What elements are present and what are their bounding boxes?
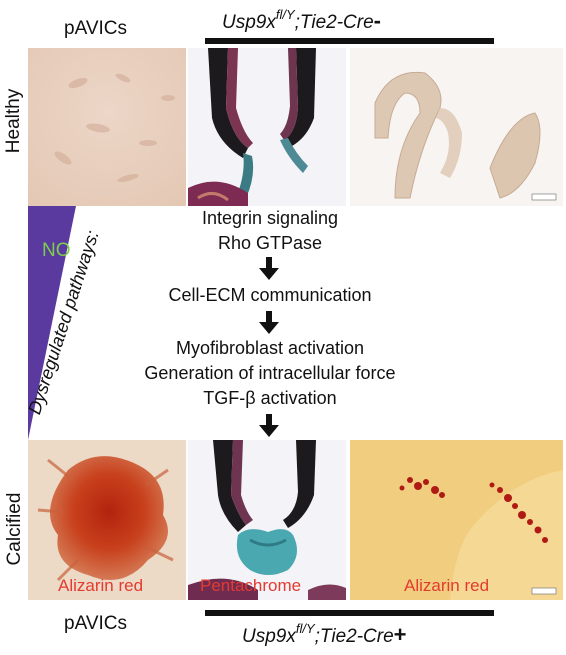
bottom-genotype-sign: + — [393, 622, 407, 647]
top-genotype-sup: fl/Y — [275, 6, 295, 22]
caption-alizarin-left: Alizarin red — [58, 576, 144, 595]
healthy-pavics-image — [28, 48, 186, 206]
bottom-genotype-base: Usp9x — [242, 626, 296, 647]
calcified-pavics-image — [28, 440, 186, 600]
bottom-genotype-sup: fl/Y — [295, 620, 315, 636]
pathway-step-1-line-1: Integrin signaling — [201, 208, 339, 228]
pathway-step-3-line-2: Generation of intracellular force — [144, 363, 396, 383]
dysregulated-wedge — [28, 206, 88, 440]
arrow-down-icon — [259, 257, 279, 280]
top-genotype-base: Usp9x — [222, 12, 276, 33]
healthy-pentachrome-image — [188, 48, 346, 206]
arrow-down-icon — [259, 311, 279, 334]
pathway-step-1: Integrin signaling Rho GTPase — [120, 206, 420, 256]
top-pavics-label: pAVICs — [64, 18, 128, 39]
arrow-down-icon — [259, 414, 279, 437]
pathway-step-1-line-2: Rho GTPase — [217, 233, 323, 253]
pathway-step-3: Myofibroblast activation Generation of i… — [110, 336, 430, 411]
top-genotype-bar — [205, 38, 494, 44]
no-label: NO — [42, 240, 71, 261]
healthy-alizarin-image — [350, 48, 563, 206]
row-label-healthy: Healthy — [3, 88, 24, 154]
pathway-step-2-line-1: Cell-ECM communication — [168, 285, 372, 305]
bottom-genotype-label: Usp9xfl/Y;Tie2-Cre+ — [242, 620, 407, 648]
row-label-calcified: Calcified — [4, 492, 25, 566]
top-genotype-sign: - — [373, 8, 381, 33]
top-genotype-label: Usp9xfl/Y;Tie2-Cre- — [222, 6, 381, 34]
pathway-step-3-line-1: Myofibroblast activation — [175, 338, 365, 358]
pathway-step-3-line-3: TGF-β activation — [203, 388, 337, 408]
caption-alizarin-right: Alizarin red — [404, 576, 490, 595]
bottom-genotype-bar — [205, 610, 494, 616]
top-genotype-rest: ;Tie2-Cre — [294, 12, 374, 33]
bottom-pavics-label: pAVICs — [64, 613, 128, 634]
caption-pentachrome: Pentachrome — [200, 576, 302, 595]
pathway-step-2: Cell-ECM communication — [120, 283, 420, 308]
calcified-pentachrome-image — [188, 440, 346, 600]
calcified-alizarin-image — [350, 440, 563, 600]
bottom-genotype-rest: ;Tie2-Cre — [314, 626, 394, 647]
